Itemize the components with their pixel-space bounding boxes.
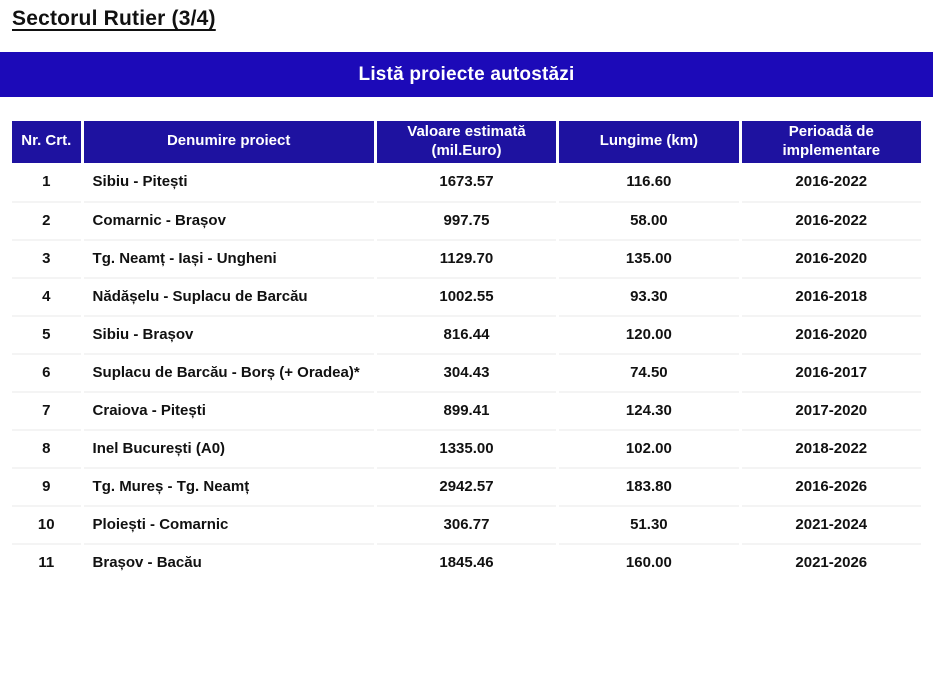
estimated-value-cell: 306.77 <box>376 504 557 543</box>
row-number-cell: 2 <box>12 200 81 239</box>
estimated-value-cell: 1673.57 <box>439 173 494 190</box>
estimated-value-cell: 997.75 <box>376 200 557 239</box>
length-km-cell: 116.60 <box>626 173 672 190</box>
row-number-cell: 7 <box>12 390 81 429</box>
col-header-lungime-km: Lungime (km) <box>559 121 739 163</box>
implementation-period-cell: 2016-2018 <box>741 276 921 315</box>
estimated-value-cell: 1845.46 <box>376 542 557 581</box>
row-number-cell: 1 <box>42 173 51 190</box>
row-number-cell: 10 <box>12 504 81 543</box>
table-row: 3 Tg. Neamț - Iași - Ungheni 1129.70 135.00… <box>12 238 921 277</box>
row-number-cell: 5 <box>12 314 81 353</box>
length-km-cell: 135.00 <box>559 238 739 277</box>
row-number-cell: 9 <box>12 466 81 505</box>
implementation-period-cell: 2016-2020 <box>741 238 921 277</box>
table-row: 5 Sibiu - Brașov 816.44 120.00 2016-2020 <box>12 314 921 353</box>
implementation-period-cell: 2016-2020 <box>741 314 921 353</box>
project-name-cell: Craiova - Pitești <box>83 390 374 429</box>
implementation-period-cell: 2021-2024 <box>741 504 921 543</box>
table-row: 8 Inel București (A0) 1335.00 102.00 2018-20… <box>12 428 921 467</box>
row-number-cell: 6 <box>12 352 81 391</box>
table-row: 1 Sibiu - Pitești 1673.57 116.60 2016-2022 <box>12 163 921 201</box>
col-header-perioada-implementare: Perioadă de implementare <box>741 121 921 163</box>
implementation-period-cell: 2016-2022 <box>741 200 921 239</box>
table-row: 4 Nădășelu - Suplacu de Barcău 1002.55 93.3… <box>12 276 921 315</box>
table-row: 6 Suplacu de Barcău - Borș (+ Oradea)* 304… <box>12 352 921 391</box>
project-name-cell: Tg. Neamț - Iași - Ungheni <box>83 238 374 277</box>
table-row: 7 Craiova - Pitești 899.41 124.30 2017-2020 <box>12 390 921 429</box>
length-km-cell: 120.00 <box>559 314 739 353</box>
implementation-period-cell: 2018-2022 <box>741 428 921 467</box>
col-header-denumire-proiect: Denumire proiect <box>83 121 374 163</box>
estimated-value-cell: 816.44 <box>376 314 557 353</box>
table-row: 11 Brașov - Bacău 1845.46 160.00 2021-2026 <box>12 542 921 581</box>
project-name-cell: Tg. Mureș - Tg. Neamț <box>83 466 374 505</box>
table-body: 1 Sibiu - Pitești 1673.57 116.60 2016-2022 2 C… <box>12 163 921 581</box>
page-title: Sectorul Rutier (3/4) <box>12 7 216 30</box>
projects-table: Nr. Crt. Denumire proiect Valoare estima… <box>9 121 924 581</box>
implementation-period-cell: 2017-2020 <box>741 390 921 429</box>
length-km-cell: 124.30 <box>559 390 739 429</box>
implementation-period-cell: 2016-2017 <box>741 352 921 391</box>
projects-table-container: Nr. Crt. Denumire proiect Valoare estima… <box>9 121 924 581</box>
section-banner: Listă proiecte autostăzi <box>0 52 933 97</box>
row-number-cell: 8 <box>12 428 81 467</box>
table-row: 2 Comarnic - Brașov 997.75 58.00 2016-2022 <box>12 200 921 239</box>
estimated-value-cell: 1129.70 <box>376 238 557 277</box>
project-name-cell: Ploiești - Comarnic <box>83 504 374 543</box>
project-name-cell: Sibiu - Brașov <box>83 314 374 353</box>
estimated-value-cell: 2942.57 <box>376 466 557 505</box>
length-km-cell: 74.50 <box>559 352 739 391</box>
estimated-value-cell: 1335.00 <box>376 428 557 467</box>
estimated-value-cell: 1002.55 <box>376 276 557 315</box>
table-row: 10 Ploiești - Comarnic 306.77 51.30 2021-202… <box>12 504 921 543</box>
project-name-cell: Comarnic - Brașov <box>83 200 374 239</box>
col-header-valoare-estimata: Valoare estimată (mil.Euro) <box>376 121 557 163</box>
row-number-cell: 3 <box>12 238 81 277</box>
length-km-cell: 93.30 <box>559 276 739 315</box>
project-name-cell: Sibiu - Pitești <box>92 173 188 190</box>
length-km-cell: 58.00 <box>559 200 739 239</box>
project-name-cell: Suplacu de Barcău - Borș (+ Oradea)* <box>83 352 374 391</box>
project-name-cell: Nădășelu - Suplacu de Barcău <box>83 276 374 315</box>
implementation-period-cell: 2021-2026 <box>741 542 921 581</box>
row-number-cell: 4 <box>12 276 81 315</box>
implementation-period-cell: 2016-2026 <box>741 466 921 505</box>
table-header-row: Nr. Crt. Denumire proiect Valoare estima… <box>12 121 921 163</box>
length-km-cell: 160.00 <box>559 542 739 581</box>
project-name-cell: Inel București (A0) <box>83 428 374 467</box>
length-km-cell: 183.80 <box>559 466 739 505</box>
banner-title: Listă proiecte autostăzi <box>358 63 575 85</box>
estimated-value-cell: 899.41 <box>376 390 557 429</box>
project-name-cell: Brașov - Bacău <box>83 542 374 581</box>
length-km-cell: 51.30 <box>559 504 739 543</box>
table-row: 9 Tg. Mureș - Tg. Neamț 2942.57 183.80 2016-… <box>12 466 921 505</box>
length-km-cell: 102.00 <box>559 428 739 467</box>
estimated-value-cell: 304.43 <box>376 352 557 391</box>
implementation-period-cell: 2016-2022 <box>795 173 868 190</box>
row-number-cell: 11 <box>12 542 81 581</box>
col-header-nr-crt: Nr. Crt. <box>12 121 81 163</box>
